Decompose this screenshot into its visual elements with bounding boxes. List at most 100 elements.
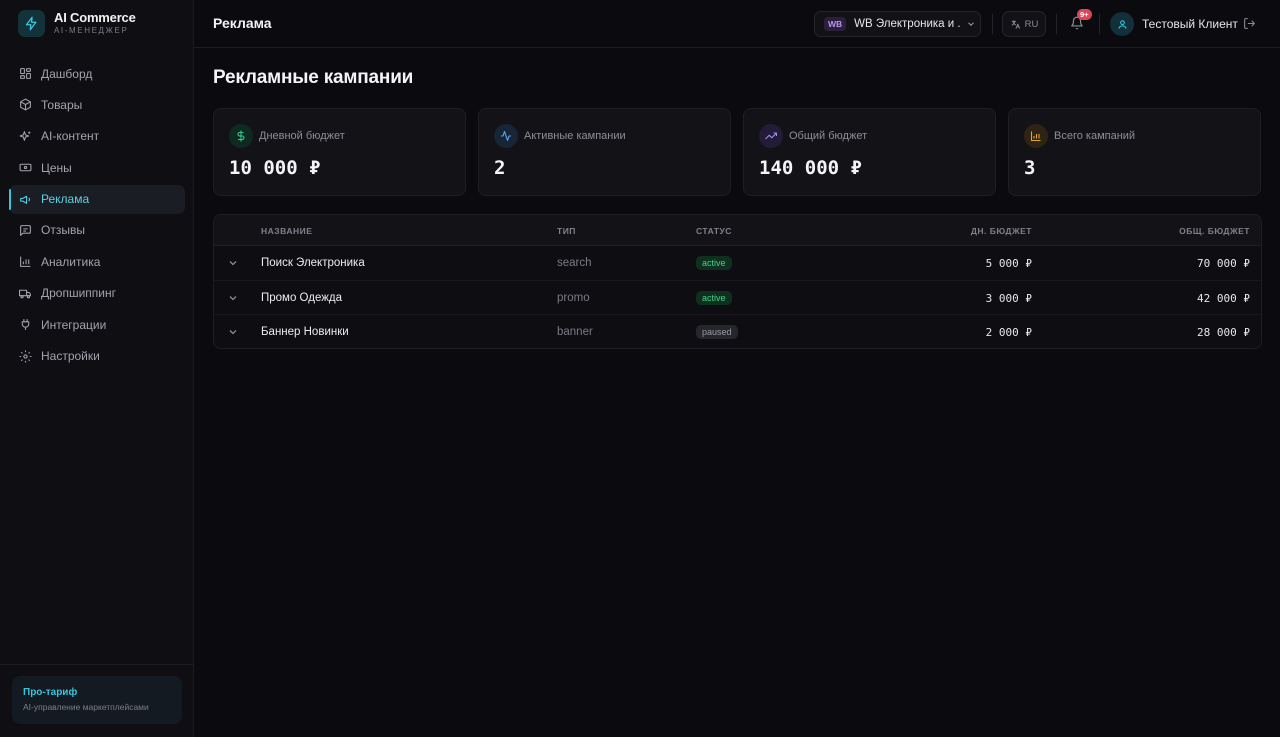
trending-up-icon <box>759 124 783 148</box>
table-header: НАЗВАНИЕ ТИП СТАТУС ДН. БЮДЖЕТ ОБЩ. БЮДЖ… <box>214 215 1261 246</box>
stat-card-daily-budget: Дневной бюджет 10 000 ₽ <box>213 108 466 196</box>
activity-icon <box>494 124 518 148</box>
dashboard-icon <box>20 68 31 79</box>
language-button[interactable]: RU <box>1002 11 1046 37</box>
plan-subtitle: AI-управление маркетплейсами <box>23 702 149 712</box>
bar-chart-icon <box>20 256 31 268</box>
chevron-down-icon <box>968 22 975 26</box>
column-header-status[interactable]: СТАТУС <box>696 226 732 236</box>
chevron-down-icon[interactable] <box>227 292 239 304</box>
table-row[interactable]: Поиск Электроника search active 5 000 ₽ … <box>214 246 1261 281</box>
header-divider <box>992 14 993 34</box>
sidebar-item-settings[interactable]: Настройки <box>9 342 185 371</box>
logout-icon[interactable] <box>1243 17 1256 30</box>
brand-subtitle: AI-МЕНЕДЖЕР <box>54 26 129 35</box>
notification-badge: 9+ <box>1077 9 1092 20</box>
sidebar-item-prices[interactable]: Цены <box>9 153 185 182</box>
stat-card-total-budget: Общий бюджет 140 000 ₽ <box>743 108 996 196</box>
campaign-type: search <box>557 257 592 269</box>
table-row[interactable]: Промо Одежда promo active 3 000 ₽ 42 000… <box>214 281 1261 315</box>
total-budget: 42 000 ₽ <box>1197 291 1250 305</box>
sidebar-item-label: Цены <box>41 160 72 175</box>
megaphone-icon <box>20 195 31 204</box>
plug-icon <box>21 319 30 331</box>
dollar-icon <box>229 124 253 148</box>
status-badge: paused <box>696 325 738 339</box>
sidebar-item-label: Отзывы <box>41 223 85 238</box>
plan-title: Про-тариф <box>23 687 78 698</box>
day-budget: 2 000 ₽ <box>985 326 1032 339</box>
user-icon <box>1117 19 1127 29</box>
translate-icon <box>1011 19 1020 29</box>
truck-icon <box>19 289 31 299</box>
sidebar-item-ads[interactable]: Реклама <box>9 184 185 214</box>
stat-value: 10 000 ₽ <box>229 157 321 179</box>
table-row[interactable]: Баннер Новинки banner paused 2 000 ₽ 28 … <box>214 315 1261 348</box>
plan-card[interactable]: Про-тариф AI-управление маркетплейсами <box>12 676 182 724</box>
day-budget: 5 000 ₽ <box>985 257 1032 270</box>
sidebar-item-ai-content[interactable]: AI-контент <box>9 122 185 151</box>
status-badge: active <box>696 256 732 270</box>
sidebar-item-dashboard[interactable]: Дашборд <box>9 59 185 88</box>
message-icon <box>20 225 31 236</box>
brand-name: AI Commerce <box>54 10 136 25</box>
sidebar-item-products[interactable]: Товары <box>9 90 185 119</box>
sidebar: AI Commerce AI-МЕНЕДЖЕР Дашборд Товары A… <box>0 0 194 737</box>
avatar[interactable] <box>1110 12 1134 36</box>
stat-label: Всего кампаний <box>1054 130 1136 142</box>
sidebar-item-label: Интеграции <box>41 317 107 332</box>
language-label: RU <box>1024 18 1039 30</box>
stat-label: Дневной бюджет <box>259 130 345 142</box>
campaign-type: banner <box>557 326 593 338</box>
campaign-name: Поиск Электроника <box>261 257 365 269</box>
bell-icon[interactable] <box>1070 16 1084 30</box>
campaign-name: Промо Одежда <box>261 291 343 304</box>
sidebar-item-analytics[interactable]: Аналитика <box>9 247 185 276</box>
sidebar-item-label: Дашборд <box>41 66 93 81</box>
column-header-name[interactable]: НАЗВАНИЕ <box>261 226 313 236</box>
stat-value: 3 <box>1024 157 1036 179</box>
brand[interactable]: AI Commerce AI-МЕНЕДЖЕР <box>18 10 136 37</box>
stat-label: Общий бюджет <box>789 130 868 142</box>
section-title: Рекламные кампании <box>213 67 414 88</box>
sidebar-item-label: Товары <box>41 97 83 112</box>
sparkles-icon <box>19 130 31 141</box>
header-divider <box>1099 14 1100 34</box>
campaign-type: promo <box>557 291 590 304</box>
stat-card-active-campaigns: Активные кампании 2 <box>478 108 731 196</box>
total-budget: 28 000 ₽ <box>1197 326 1250 339</box>
stat-label: Активные кампании <box>524 130 626 142</box>
column-header-day-budget[interactable]: ДН. БЮДЖЕТ <box>970 226 1032 236</box>
column-header-total-budget[interactable]: ОБЩ. БЮДЖЕТ <box>1179 226 1250 236</box>
page-title: Реклама <box>213 15 272 31</box>
gear-icon <box>19 350 32 362</box>
sidebar-item-label: Настройки <box>41 349 100 364</box>
box-icon <box>20 98 31 111</box>
sidebar-divider <box>0 664 194 665</box>
price-tag-icon <box>19 163 32 172</box>
column-header-type[interactable]: ТИП <box>557 226 576 236</box>
store-name: WB Электроника и ... <box>854 18 961 30</box>
header-divider <box>1056 14 1057 34</box>
user-name[interactable]: Тестовый Клиент <box>1142 17 1238 31</box>
stat-card-total-campaigns: Всего кампаний 3 <box>1008 108 1261 196</box>
lightning-icon <box>18 10 45 37</box>
campaigns-table: НАЗВАНИЕ ТИП СТАТУС ДН. БЮДЖЕТ ОБЩ. БЮДЖ… <box>213 214 1262 349</box>
day-budget: 3 000 ₽ <box>985 291 1032 305</box>
chevron-down-icon[interactable] <box>227 326 239 338</box>
total-budget: 70 000 ₽ <box>1197 257 1250 270</box>
sidebar-item-label: AI-контент <box>41 129 100 144</box>
sidebar-item-reviews[interactable]: Отзывы <box>9 216 185 245</box>
sidebar-nav: Дашборд Товары AI-контент Цены Реклама О… <box>9 59 185 373</box>
stat-value: 2 <box>494 157 506 179</box>
marketplace-badge: WB <box>824 17 847 31</box>
sidebar-item-dropshipping[interactable]: Дропшиппинг <box>9 279 185 308</box>
sidebar-item-integrations[interactable]: Интеграции <box>9 310 185 339</box>
status-badge: active <box>696 290 732 305</box>
header: Реклама WB WB Электроника и ... RU 9+ Те… <box>194 0 1280 48</box>
sidebar-item-label: Дропшиппинг <box>41 286 117 301</box>
chevron-down-icon[interactable] <box>227 257 239 269</box>
stat-value: 140 000 ₽ <box>759 157 862 179</box>
sidebar-item-label: Аналитика <box>41 254 101 269</box>
store-select[interactable]: WB WB Электроника и ... <box>814 11 981 37</box>
